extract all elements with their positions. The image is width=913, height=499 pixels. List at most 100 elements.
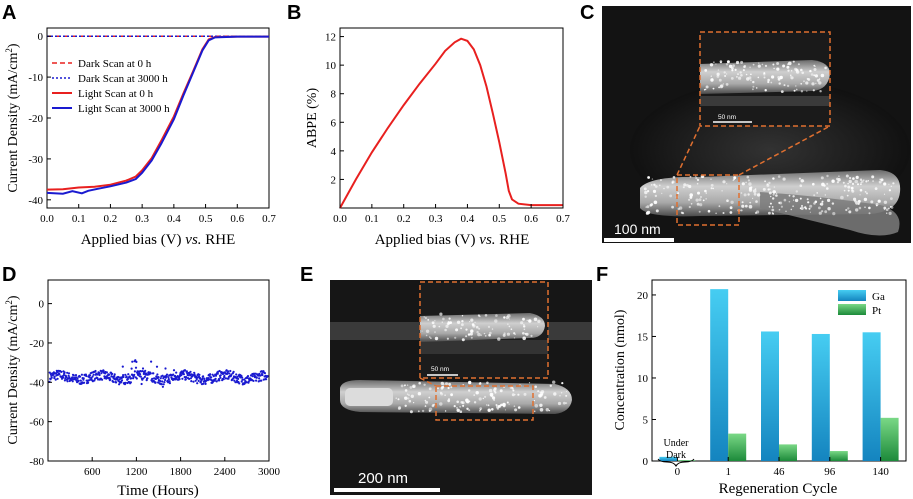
- d-point: [192, 380, 195, 383]
- c-particle: [741, 182, 745, 186]
- e-inset-particle: [522, 317, 525, 321]
- c-particle: [851, 189, 853, 192]
- e-particle: [494, 391, 497, 394]
- e-particle: [417, 410, 420, 413]
- c-particle: [883, 206, 887, 210]
- d-point: [133, 373, 136, 376]
- e-inset-particle: [533, 317, 538, 322]
- c-particle: [710, 178, 712, 180]
- e-inset-particle: [470, 318, 474, 322]
- c-inset-particle: [713, 61, 715, 63]
- c-particle: [813, 202, 816, 205]
- d-point: [53, 375, 56, 378]
- e-inset-particle: [475, 325, 479, 329]
- legend-label-dark-0h: Dark Scan at 0 h: [78, 58, 152, 70]
- e-particle: [533, 410, 536, 413]
- panel-a-chart: 0.0 0.1 0.2 0.3 0.4 0.5 0.6 0.7 0 -10 -20 -30 -40 Da…: [4, 27, 276, 248]
- d-point: [137, 373, 140, 377]
- c-inset-particle: [740, 60, 744, 64]
- panel-letter-f: F: [596, 264, 608, 286]
- c-inset-particle: [705, 88, 707, 91]
- e-inset-particle: [522, 332, 525, 335]
- f-ytick-label: 15: [637, 331, 649, 343]
- c-inset-particle: [704, 69, 708, 72]
- c-inset-particle: [715, 63, 717, 65]
- d-point: [79, 379, 82, 382]
- d-point: [98, 371, 101, 374]
- d-point: [134, 359, 137, 362]
- e-particle: [408, 399, 412, 403]
- e-particle: [423, 383, 426, 386]
- c-inset-particle: [758, 62, 760, 64]
- d-point: [161, 385, 164, 388]
- f-xtick-label: 0: [675, 466, 681, 478]
- d-point: [120, 381, 123, 384]
- c-particle: [768, 211, 771, 215]
- d-point: [163, 381, 166, 384]
- e-particle: [552, 380, 556, 384]
- c-inset-particle: [739, 71, 742, 74]
- d-point: [182, 373, 185, 376]
- c-particle: [824, 210, 828, 214]
- c-particle: [645, 206, 648, 209]
- a-ytick-label: -20: [28, 113, 43, 125]
- c-inset-particle: [790, 76, 794, 80]
- inset-e-border: [419, 281, 549, 379]
- d-point: [258, 372, 261, 375]
- e-particle: [560, 392, 563, 394]
- c-particle: [698, 198, 702, 202]
- c-inset-particle: [745, 73, 748, 76]
- c-particle: [860, 183, 862, 186]
- d-point: [129, 381, 132, 384]
- b-xtick-label: 0.0: [333, 213, 347, 225]
- d-point: [62, 376, 65, 379]
- e-inset-particle: [469, 321, 471, 323]
- c-particle: [845, 208, 848, 212]
- d-point: [74, 374, 78, 377]
- legend-label-dark-3000h: Dark Scan at 3000 h: [78, 73, 168, 85]
- d-point: [265, 378, 268, 381]
- c-inset-particle: [795, 70, 800, 74]
- c-inset-particle: [792, 60, 795, 63]
- f-xtick-label: 46: [774, 466, 786, 478]
- panel-letter-b: B: [287, 2, 301, 24]
- d-point: [111, 372, 114, 375]
- d-ytick-label: 0: [39, 299, 45, 311]
- d-point: [161, 380, 164, 383]
- c-inset-particle: [763, 72, 766, 75]
- e-particle: [533, 400, 536, 402]
- panel-b-ylabel: ABPE (%): [305, 88, 320, 149]
- f-bar-pt: [880, 417, 899, 461]
- c-particle: [788, 194, 791, 197]
- d-point: [251, 375, 254, 378]
- e-inset-particle: [537, 326, 539, 328]
- e-inset-particle: [445, 324, 449, 328]
- c-particle: [840, 195, 844, 200]
- panel-a-xlabel: Applied bias (V) vs. RHE: [81, 232, 236, 248]
- a-xtick-label: 0.0: [40, 213, 54, 225]
- d-xtick-label: 1200: [125, 466, 148, 478]
- c-particle: [698, 210, 701, 213]
- d-point: [71, 380, 74, 383]
- d-point: [134, 366, 138, 369]
- c-particle: [818, 211, 822, 215]
- c-particle: [730, 200, 734, 204]
- c-inset-particle: [776, 62, 780, 65]
- d-point: [159, 377, 162, 380]
- c-particle: [782, 177, 786, 181]
- e-particle: [417, 392, 422, 396]
- e-particle: [404, 396, 408, 400]
- e-inset-particle: [491, 328, 494, 330]
- c-particle: [800, 179, 804, 183]
- panel-letter-d: D: [2, 264, 16, 286]
- e-particle: [409, 410, 413, 414]
- c-particle: [778, 208, 781, 211]
- c-particle: [788, 200, 791, 203]
- c-particle: [729, 206, 733, 210]
- d-point: [72, 374, 75, 377]
- d-point: [97, 378, 100, 381]
- c-inset-particle: [779, 75, 783, 80]
- c-particle: [669, 194, 673, 198]
- inset-e-scale-label: 50 nm: [431, 366, 449, 373]
- d-point: [227, 370, 230, 373]
